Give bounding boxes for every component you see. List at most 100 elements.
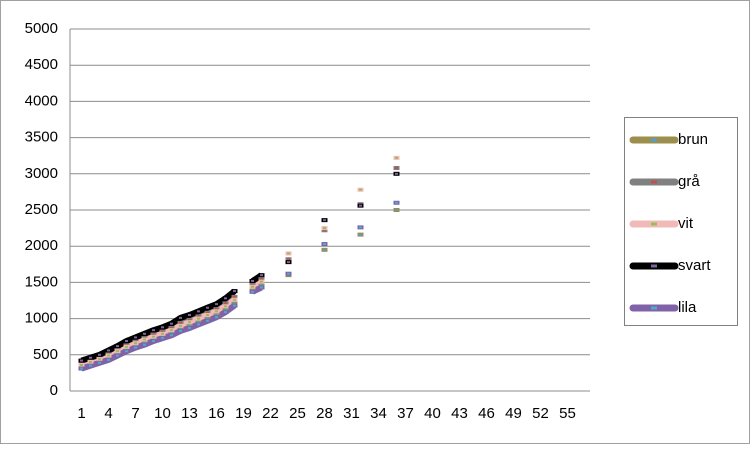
x-tick-label: 22: [262, 405, 279, 422]
marker-dot: [125, 350, 128, 353]
marker-dot: [197, 310, 200, 313]
marker-dot: [287, 252, 290, 255]
x-tick-label: 46: [478, 405, 495, 422]
y-tick-label: 5000: [25, 20, 58, 37]
marker-dot: [287, 258, 290, 261]
marker-dot: [215, 316, 218, 319]
x-tick-label: 16: [208, 405, 225, 422]
legend-marker: [651, 306, 657, 310]
marker-dot: [161, 330, 164, 333]
marker-dot: [152, 340, 155, 343]
marker-dot: [116, 350, 119, 353]
marker-dot: [197, 323, 200, 326]
marker-dot: [323, 243, 326, 246]
x-tick-label: 1: [77, 405, 85, 422]
marker-dot: [116, 354, 119, 357]
marker-dot: [170, 327, 173, 330]
marker-dot: [251, 279, 254, 282]
x-tick-label: 25: [289, 405, 306, 422]
marker-dot: [170, 332, 173, 335]
y-tick-label: 1000: [25, 310, 58, 327]
marker-dot: [188, 313, 191, 316]
marker-dot: [80, 359, 83, 362]
x-tick-label: 10: [154, 405, 171, 422]
marker-dot: [161, 337, 164, 340]
marker-dot: [161, 332, 164, 335]
marker-dot: [89, 361, 92, 364]
marker-dot: [215, 313, 218, 316]
marker-dot: [323, 248, 326, 251]
marker-dot: [359, 204, 362, 207]
marker-dot: [224, 305, 227, 308]
legend-marker: [651, 180, 657, 184]
marker-dot: [323, 219, 326, 222]
x-tick-label: 7: [131, 405, 139, 422]
marker-dot: [359, 226, 362, 229]
legend-label: brun: [678, 131, 708, 148]
marker-dot: [188, 324, 191, 327]
x-tick-label: 49: [505, 405, 522, 422]
marker-dot: [98, 358, 101, 361]
legend-label: lila: [678, 299, 697, 316]
y-tick-label: 0: [50, 382, 58, 399]
marker-dot: [107, 349, 110, 352]
marker-dot: [233, 290, 236, 293]
marker-dot: [188, 327, 191, 330]
marker-dot: [233, 295, 236, 298]
marker-dot: [179, 327, 182, 330]
y-tick-label: 2000: [25, 237, 58, 254]
marker-dot: [206, 306, 209, 309]
y-tick-label: 3500: [25, 129, 58, 146]
legend-marker: [651, 138, 657, 142]
marker-dot: [179, 321, 182, 324]
x-tick-label: 43: [451, 405, 468, 422]
marker-dot: [89, 356, 92, 359]
marker-dot: [143, 341, 146, 344]
marker-dot: [134, 346, 137, 349]
marker-dot: [134, 342, 137, 345]
y-tick-label: 500: [33, 346, 58, 363]
marker-dot: [260, 277, 263, 280]
marker-dot: [134, 336, 137, 339]
legend-label: svart: [678, 257, 711, 274]
marker-dot: [206, 311, 209, 314]
marker-dot: [170, 322, 173, 325]
marker-dot: [233, 304, 236, 307]
marker-dot: [260, 284, 263, 287]
marker-dot: [359, 188, 362, 191]
marker-dot: [170, 329, 173, 332]
marker-dot: [224, 311, 227, 314]
legend-marker: [651, 264, 657, 268]
y-tick-label: 2500: [25, 201, 58, 218]
marker-dot: [287, 272, 290, 275]
marker-dot: [323, 227, 326, 230]
marker-dot: [143, 332, 146, 335]
marker-dot: [215, 303, 218, 306]
marker-dot: [179, 329, 182, 332]
marker-dot: [80, 367, 83, 370]
marker-dot: [260, 280, 263, 283]
marker-dot: [152, 333, 155, 336]
marker-dot: [287, 261, 290, 264]
legend-marker: [651, 222, 657, 226]
marker-dot: [125, 345, 128, 348]
marker-dot: [233, 302, 236, 305]
marker-dot: [359, 233, 362, 236]
marker-dot: [188, 321, 191, 324]
marker-dot: [179, 316, 182, 319]
marker-dot: [179, 324, 182, 327]
marker-dot: [323, 229, 326, 232]
marker-dot: [206, 313, 209, 316]
marker-dot: [143, 343, 146, 346]
x-tick-label: 31: [343, 405, 360, 422]
marker-dot: [251, 290, 254, 293]
marker-dot: [233, 298, 236, 301]
legend-label: grå: [678, 173, 700, 190]
marker-dot: [161, 326, 164, 329]
y-tick-label: 1500: [25, 273, 58, 290]
x-tick-label: 40: [424, 405, 441, 422]
marker-dot: [395, 167, 398, 170]
x-tick-label: 55: [559, 405, 576, 422]
marker-dot: [197, 321, 200, 324]
